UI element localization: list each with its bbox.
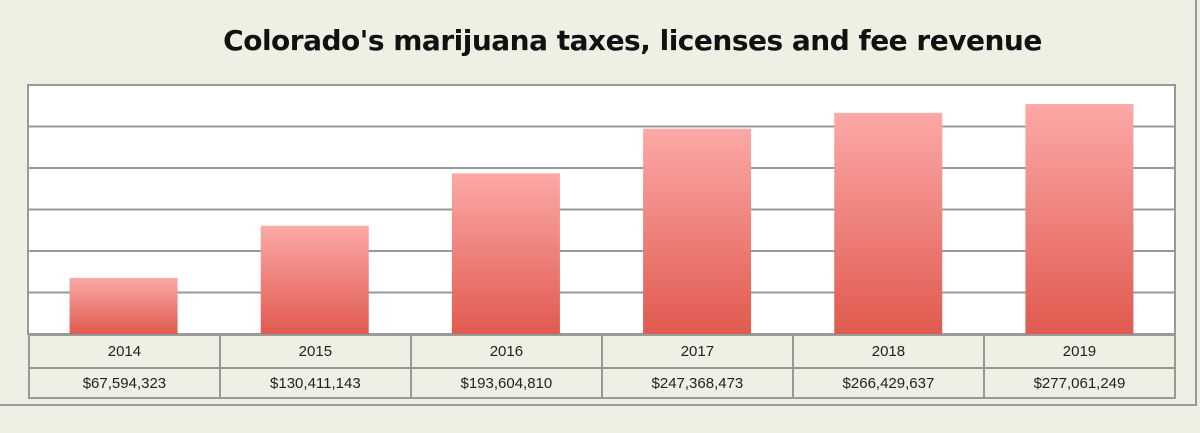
year-label: 2016 <box>409 334 603 369</box>
bar-2015 <box>260 225 369 334</box>
value-label: $277,061,249 <box>982 367 1177 399</box>
chart-panel <box>0 0 1197 406</box>
bar-2014 <box>69 277 178 334</box>
data-table: 2014 2015 2016 2017 2018 2019 $67,594,323 $130… <box>28 334 1177 399</box>
bar-2018 <box>834 112 943 334</box>
year-label: 2018 <box>791 334 985 369</box>
bar-2019 <box>1025 104 1134 335</box>
value-label: $67,594,323 <box>28 367 221 399</box>
value-label: $130,411,143 <box>218 367 412 399</box>
chart-title: Colorado's marijuana taxes, licenses and… <box>223 24 1042 57</box>
value-label: $266,429,637 <box>791 367 985 399</box>
bar-2017 <box>643 128 752 334</box>
value-row: $67,594,323 $130,411,143 $193,604,810 $247,… <box>28 367 1177 399</box>
year-label: 2017 <box>600 334 794 369</box>
bar-2016 <box>451 173 560 334</box>
year-row: 2014 2015 2016 2017 2018 2019 <box>28 334 1177 369</box>
year-label: 2015 <box>218 334 412 369</box>
year-label: 2019 <box>982 334 1177 369</box>
year-label: 2014 <box>28 334 221 369</box>
value-label: $247,368,473 <box>600 367 794 399</box>
value-label: $193,604,810 <box>409 367 603 399</box>
